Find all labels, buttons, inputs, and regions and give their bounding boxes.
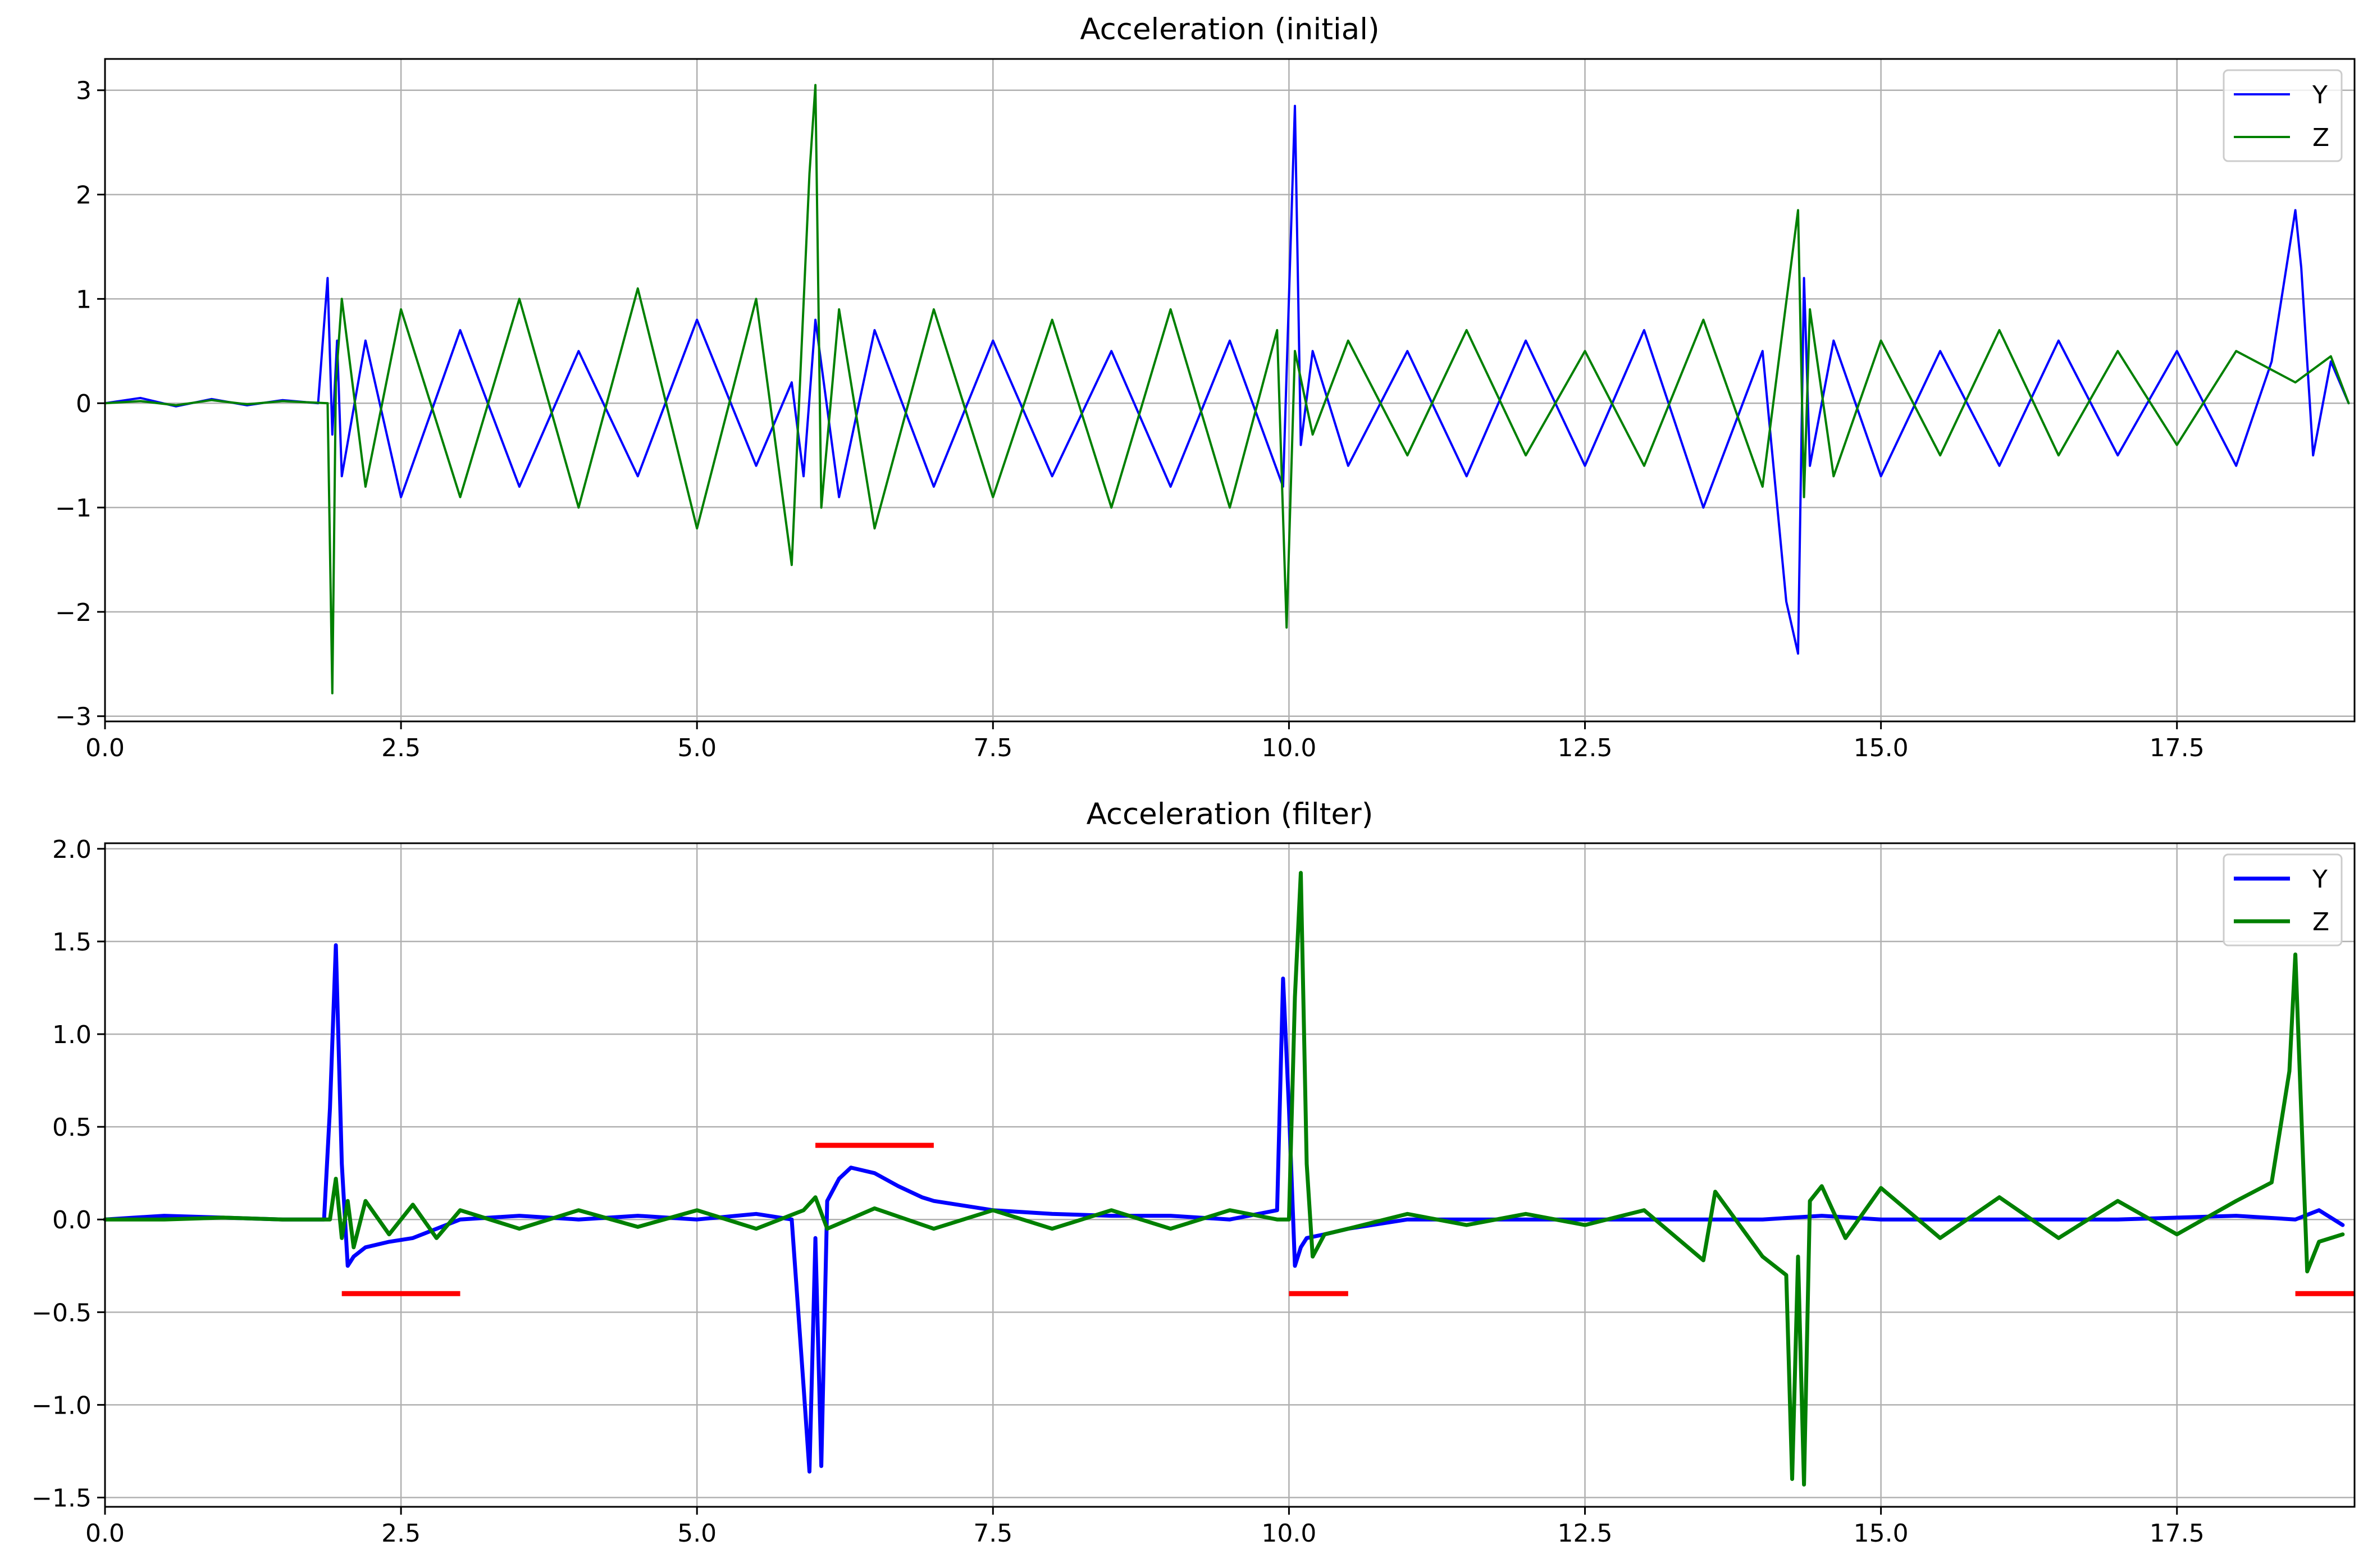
series-line-y xyxy=(103,943,2345,1474)
y-tick-label: 1.0 xyxy=(52,1021,92,1049)
y-tick-label: 0 xyxy=(76,390,92,418)
y-tick-label: 3 xyxy=(76,77,92,106)
axes-frame xyxy=(104,842,2356,1508)
y-tick-label: −1.0 xyxy=(31,1391,92,1420)
x-tick-label: 5.0 xyxy=(677,1519,717,1548)
x-tick-label: 7.5 xyxy=(973,1519,1012,1548)
series-group xyxy=(103,871,2345,1487)
y-tick-label: 0.5 xyxy=(52,1113,92,1142)
series-line-y xyxy=(104,104,2350,655)
legend-label-y: Y xyxy=(2312,81,2328,109)
x-tick-label: 10.0 xyxy=(1261,1519,1316,1548)
legend-frame xyxy=(2223,69,2343,162)
legend-label-y: Y xyxy=(2312,865,2328,894)
legend: Y Z xyxy=(2223,853,2343,947)
y-tick-label: 0.0 xyxy=(52,1206,92,1235)
x-tick-label: 2.5 xyxy=(381,734,421,762)
y-tick-label: −0.5 xyxy=(31,1299,92,1327)
chart-title: Acceleration (filter) xyxy=(1087,797,1374,831)
chart-filter: Acceleration (filter) 0.0 2.5 5.0 7.5 10.0 12… xyxy=(31,797,2356,1548)
series-line-z xyxy=(103,871,2345,1487)
x-tick-label: 2.5 xyxy=(381,1519,421,1548)
chart-title: Acceleration (initial) xyxy=(1080,12,1379,47)
x-tick-label: 15.0 xyxy=(1854,734,1909,762)
y-tick-label: 1.5 xyxy=(52,928,92,957)
ticks: 0.0 2.5 5.0 7.5 10.0 12.5 15.0 17.5 −3 −2 −1 0 1 2 3 xyxy=(55,77,2205,762)
axes-frame xyxy=(104,58,2356,723)
y-tick-label: 2 xyxy=(76,181,92,210)
x-tick-label: 10.0 xyxy=(1261,734,1316,762)
x-tick-label: 15.0 xyxy=(1854,1519,1909,1548)
ticks: 0.0 2.5 5.0 7.5 10.0 12.5 15.0 17.5 −1.5 −1.0 −0.5… xyxy=(31,835,2205,1548)
legend-label-z: Z xyxy=(2312,908,2329,936)
y-tick-label: −1 xyxy=(55,494,92,523)
y-tick-label: −3 xyxy=(55,703,92,732)
x-tick-label: 17.5 xyxy=(2150,1519,2205,1548)
annotation-group xyxy=(341,1142,2355,1296)
x-tick-label: 17.5 xyxy=(2150,734,2205,762)
legend: Y Z xyxy=(2223,69,2343,162)
x-tick-label: 5.0 xyxy=(677,734,717,762)
x-tick-label: 0.0 xyxy=(85,734,125,762)
y-tick-label: 2.0 xyxy=(52,835,92,864)
series-group xyxy=(104,84,2350,694)
x-tick-label: 12.5 xyxy=(1558,734,1613,762)
y-tick-label: −1.5 xyxy=(31,1484,92,1512)
chart-initial: Acceleration (initial) 0.0 2.5 5.0 7.5 10.0 1… xyxy=(55,12,2356,762)
y-tick-label: 1 xyxy=(76,285,92,314)
y-tick-label: −2 xyxy=(55,598,92,627)
x-tick-label: 12.5 xyxy=(1558,1519,1613,1548)
legend-label-z: Z xyxy=(2312,124,2329,152)
x-tick-label: 7.5 xyxy=(973,734,1012,762)
x-tick-label: 0.0 xyxy=(85,1519,125,1548)
series-line-z xyxy=(104,84,2350,694)
